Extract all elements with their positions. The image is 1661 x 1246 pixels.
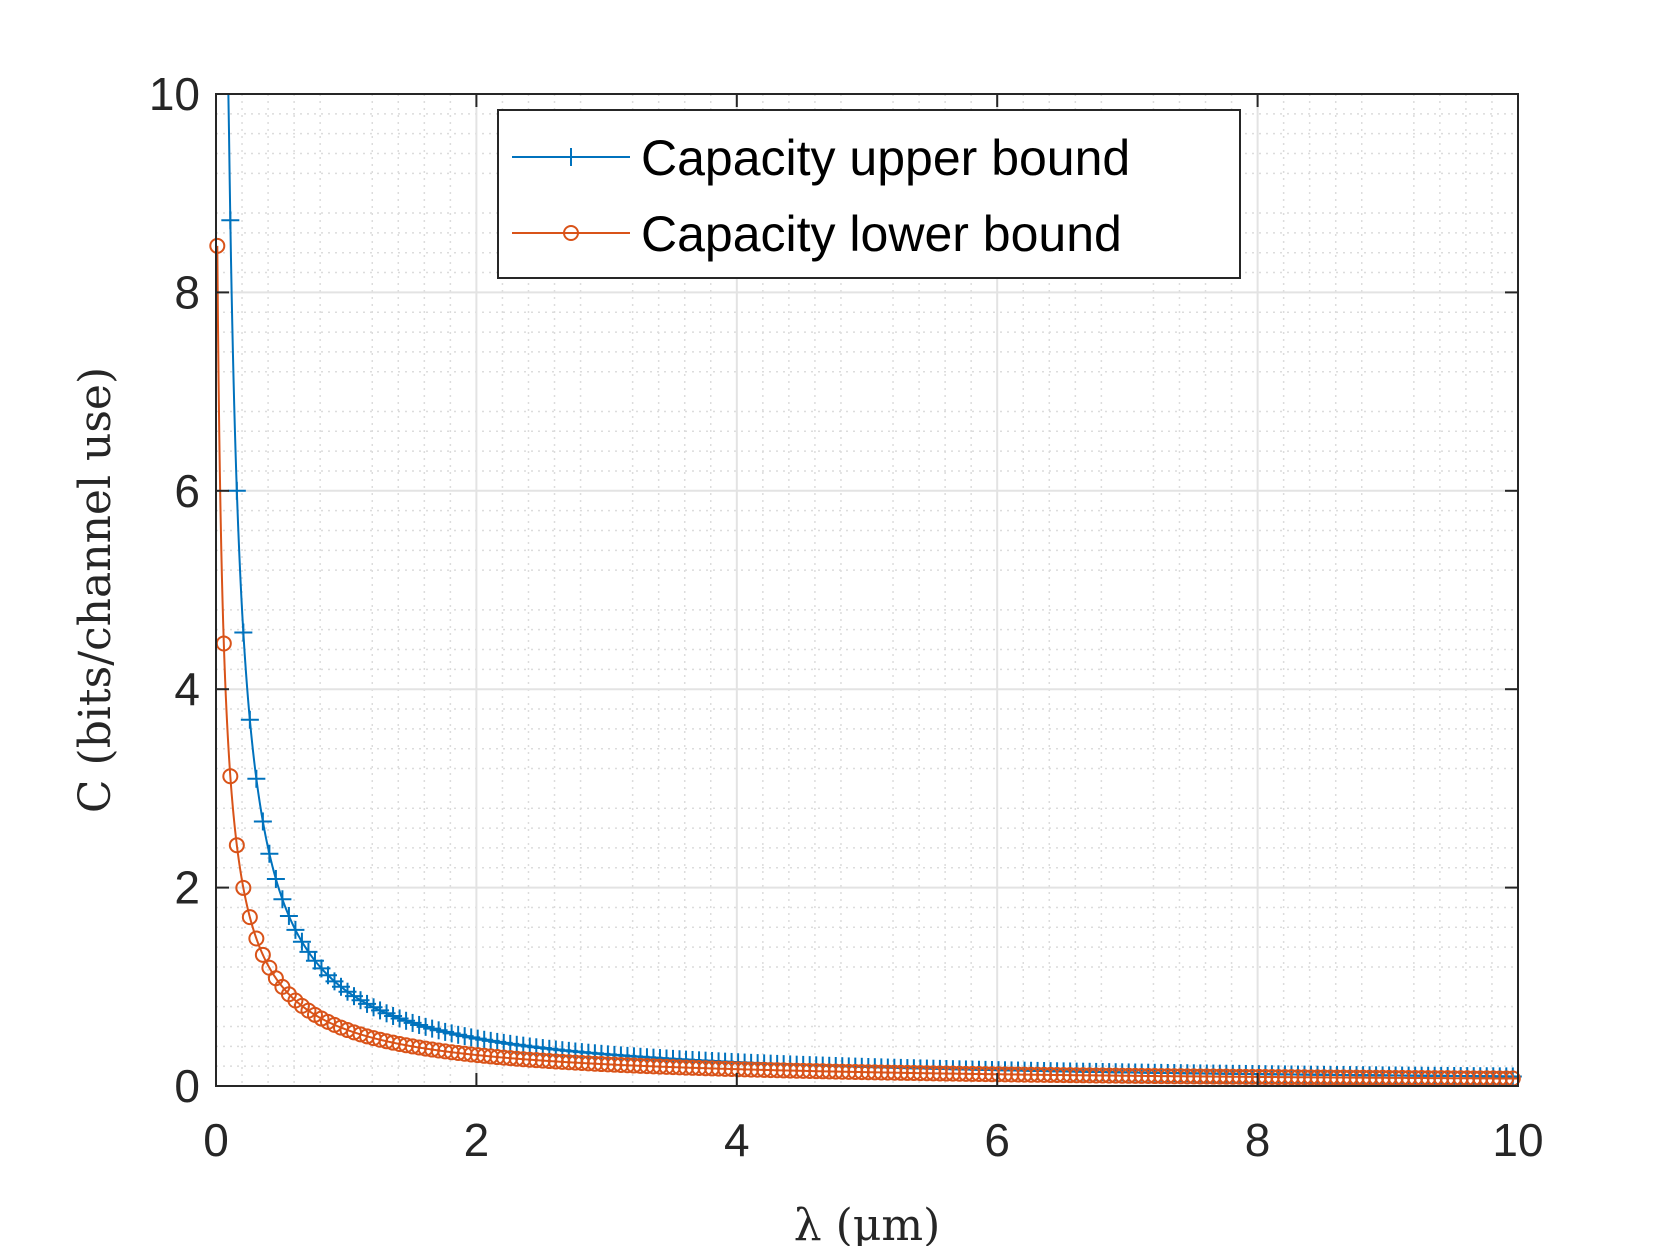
- y-tick-labels: 0 2 4 6 8 10: [149, 68, 200, 1112]
- data-point: [209, 237, 226, 254]
- data-point: [240, 710, 259, 729]
- data-point: [266, 869, 285, 888]
- legend-plus-marker: [562, 148, 580, 166]
- legend-circle-marker: [563, 225, 579, 241]
- data-point: [228, 837, 245, 854]
- series-layer: [209, 93, 1522, 1087]
- data-point: [260, 844, 279, 863]
- y-tick-label: 10: [149, 68, 200, 120]
- x-tick-label: 0: [203, 1114, 229, 1166]
- y-tick-label: 0: [174, 1060, 200, 1112]
- data-point: [234, 623, 253, 642]
- minor-grid: [216, 94, 1518, 1086]
- data-point: [221, 211, 240, 230]
- data-point: [286, 920, 305, 939]
- y-tick-label: 4: [174, 663, 200, 715]
- x-tick-labels: 0 2 4 6 8 10: [203, 1114, 1543, 1166]
- x-tick-label: 10: [1492, 1114, 1543, 1166]
- y-tick-label: 2: [174, 862, 200, 914]
- x-tick-label: 6: [984, 1114, 1010, 1166]
- x-axis-title: λ (μm): [794, 1200, 941, 1246]
- data-point: [222, 768, 239, 785]
- data-point: [247, 769, 266, 788]
- y-tick-label: 8: [174, 266, 200, 318]
- plot-frame: [215, 93, 1519, 1087]
- legend-box: [497, 109, 1241, 279]
- data-point: [279, 906, 298, 925]
- data-point: [254, 946, 271, 963]
- data-point: [253, 812, 272, 831]
- legend-marker-circle-icon: [563, 225, 579, 241]
- data-point: [241, 909, 258, 926]
- x-tick-label: 8: [1245, 1114, 1271, 1166]
- x-tick-label: 2: [464, 1114, 490, 1166]
- y-axis-title: C (bits/channel use): [70, 367, 121, 813]
- legend-label-upper: Capacity upper bound: [641, 130, 1130, 186]
- data-point: [235, 879, 252, 896]
- legend-marker-plus-icon: [562, 148, 580, 166]
- data-point: [292, 932, 311, 951]
- data-point: [227, 481, 246, 500]
- data-point: [248, 930, 265, 947]
- data-point: [273, 890, 292, 909]
- x-tick-label: 4: [724, 1114, 750, 1166]
- y-tick-label: 6: [174, 465, 200, 517]
- legend: Capacity upper bound Capacity lower boun…: [497, 109, 1241, 279]
- legend-label-lower: Capacity lower bound: [641, 206, 1122, 262]
- axis-ticks: [215, 93, 1519, 1087]
